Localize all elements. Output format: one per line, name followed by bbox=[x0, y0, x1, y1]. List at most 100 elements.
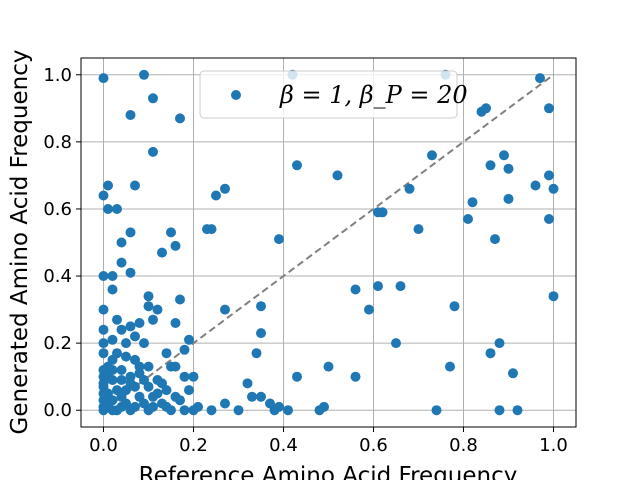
scatter-point bbox=[431, 405, 442, 416]
scatter-point bbox=[220, 398, 230, 409]
scatter-point bbox=[125, 227, 136, 238]
scatter-point bbox=[247, 391, 257, 402]
scatter-point bbox=[494, 338, 505, 349]
scatter-point bbox=[130, 381, 140, 392]
scatter-point bbox=[274, 401, 284, 412]
y-tick-label: 0.2 bbox=[43, 333, 72, 354]
legend-box bbox=[199, 70, 458, 119]
scatter-point bbox=[116, 257, 127, 268]
scatter-point bbox=[107, 284, 118, 295]
scatter-point bbox=[377, 207, 388, 218]
scatter-point bbox=[134, 318, 145, 328]
scatter-point bbox=[130, 180, 140, 191]
scatter-point bbox=[206, 405, 217, 416]
scatter-point bbox=[148, 391, 158, 402]
scatter-point bbox=[98, 304, 109, 315]
scatter-point bbox=[139, 69, 149, 80]
legend-marker bbox=[231, 90, 241, 100]
scatter-point bbox=[292, 160, 302, 171]
scatter-point bbox=[107, 334, 118, 345]
scatter-point bbox=[503, 193, 514, 204]
scatter-point bbox=[188, 371, 199, 382]
scatter-point bbox=[256, 301, 266, 312]
scatter-point bbox=[373, 281, 383, 292]
scatter-point bbox=[206, 224, 217, 235]
scatter-point bbox=[161, 348, 172, 359]
y-tick-label: 0.6 bbox=[43, 199, 72, 220]
scatter-point bbox=[184, 385, 194, 396]
scatter-point bbox=[530, 180, 541, 191]
scatter-point bbox=[116, 375, 127, 385]
scatter-point bbox=[107, 271, 118, 281]
plot-area-frame bbox=[80, 57, 577, 428]
scatter-point bbox=[404, 183, 415, 194]
scatter-point bbox=[148, 93, 158, 104]
scatter-point bbox=[179, 344, 190, 355]
scatter-point bbox=[256, 391, 266, 402]
scatter-point bbox=[98, 190, 109, 201]
scatter-point bbox=[449, 301, 460, 312]
scatter-point bbox=[175, 395, 185, 406]
scatter-point bbox=[170, 318, 181, 328]
scatter-point bbox=[395, 281, 406, 292]
scatter-point bbox=[512, 405, 523, 416]
x-tick-label: 0.0 bbox=[89, 435, 118, 456]
scatter-point bbox=[391, 338, 401, 349]
scatter-point bbox=[427, 150, 437, 161]
scatter-point bbox=[116, 365, 127, 375]
scatter-point bbox=[490, 234, 500, 245]
scatter-point bbox=[112, 314, 122, 325]
scatter-point bbox=[467, 197, 478, 208]
scatter-point bbox=[544, 214, 554, 224]
scatter-point bbox=[485, 160, 496, 171]
y-axis-label: Generated Amino Acid Frequency bbox=[7, 50, 33, 435]
legend: β = 1, β_P = 20 bbox=[199, 70, 468, 119]
scatter-point bbox=[112, 204, 122, 214]
scatter-point bbox=[143, 361, 154, 372]
scatter-point bbox=[175, 294, 185, 305]
scatter-point bbox=[143, 301, 154, 312]
scatter-point bbox=[170, 240, 181, 251]
scatter-point bbox=[148, 146, 158, 157]
scatter-point bbox=[103, 204, 113, 214]
scatter-point bbox=[103, 180, 113, 191]
scatter-point bbox=[544, 170, 554, 181]
scatter-point bbox=[283, 405, 293, 416]
scatter-point bbox=[188, 405, 199, 416]
y-tick-label: 1.0 bbox=[43, 65, 72, 86]
scatter-point bbox=[364, 304, 374, 315]
scatter-point bbox=[535, 73, 545, 84]
scatter-point bbox=[544, 103, 554, 114]
scatter-point bbox=[503, 163, 514, 174]
scatter-point bbox=[220, 183, 230, 194]
x-tick-label: 0.4 bbox=[269, 435, 298, 456]
scatter-point bbox=[125, 110, 136, 120]
scatter-point bbox=[103, 398, 113, 409]
scatter-point bbox=[445, 361, 455, 372]
scatter-point bbox=[121, 351, 131, 362]
scatter-point bbox=[116, 324, 127, 335]
scatter-point bbox=[98, 348, 109, 359]
scatter-point bbox=[548, 183, 559, 194]
scatter-point bbox=[98, 271, 109, 281]
scatter-point bbox=[121, 338, 131, 349]
scatter-point bbox=[548, 291, 559, 302]
scatter-point bbox=[350, 284, 361, 295]
scatter-point bbox=[125, 371, 136, 382]
scatter-point bbox=[143, 291, 154, 302]
scatter-point bbox=[242, 378, 253, 389]
legend-label: β = 1, β_P = 20 bbox=[279, 81, 468, 109]
scatter-point bbox=[274, 234, 284, 245]
scatter-point bbox=[166, 227, 176, 238]
y-tick-label: 0.4 bbox=[43, 266, 72, 287]
scatter-point bbox=[314, 405, 325, 416]
scatter-point bbox=[323, 361, 334, 372]
scatter-point bbox=[485, 348, 496, 359]
scatter-point bbox=[179, 405, 190, 416]
scatter-points bbox=[98, 69, 559, 416]
scatter-point bbox=[116, 237, 127, 248]
scatter-point bbox=[107, 354, 118, 365]
scatter-point bbox=[463, 214, 473, 224]
identity-reference-line bbox=[102, 73, 555, 412]
scatter-point bbox=[350, 371, 361, 382]
